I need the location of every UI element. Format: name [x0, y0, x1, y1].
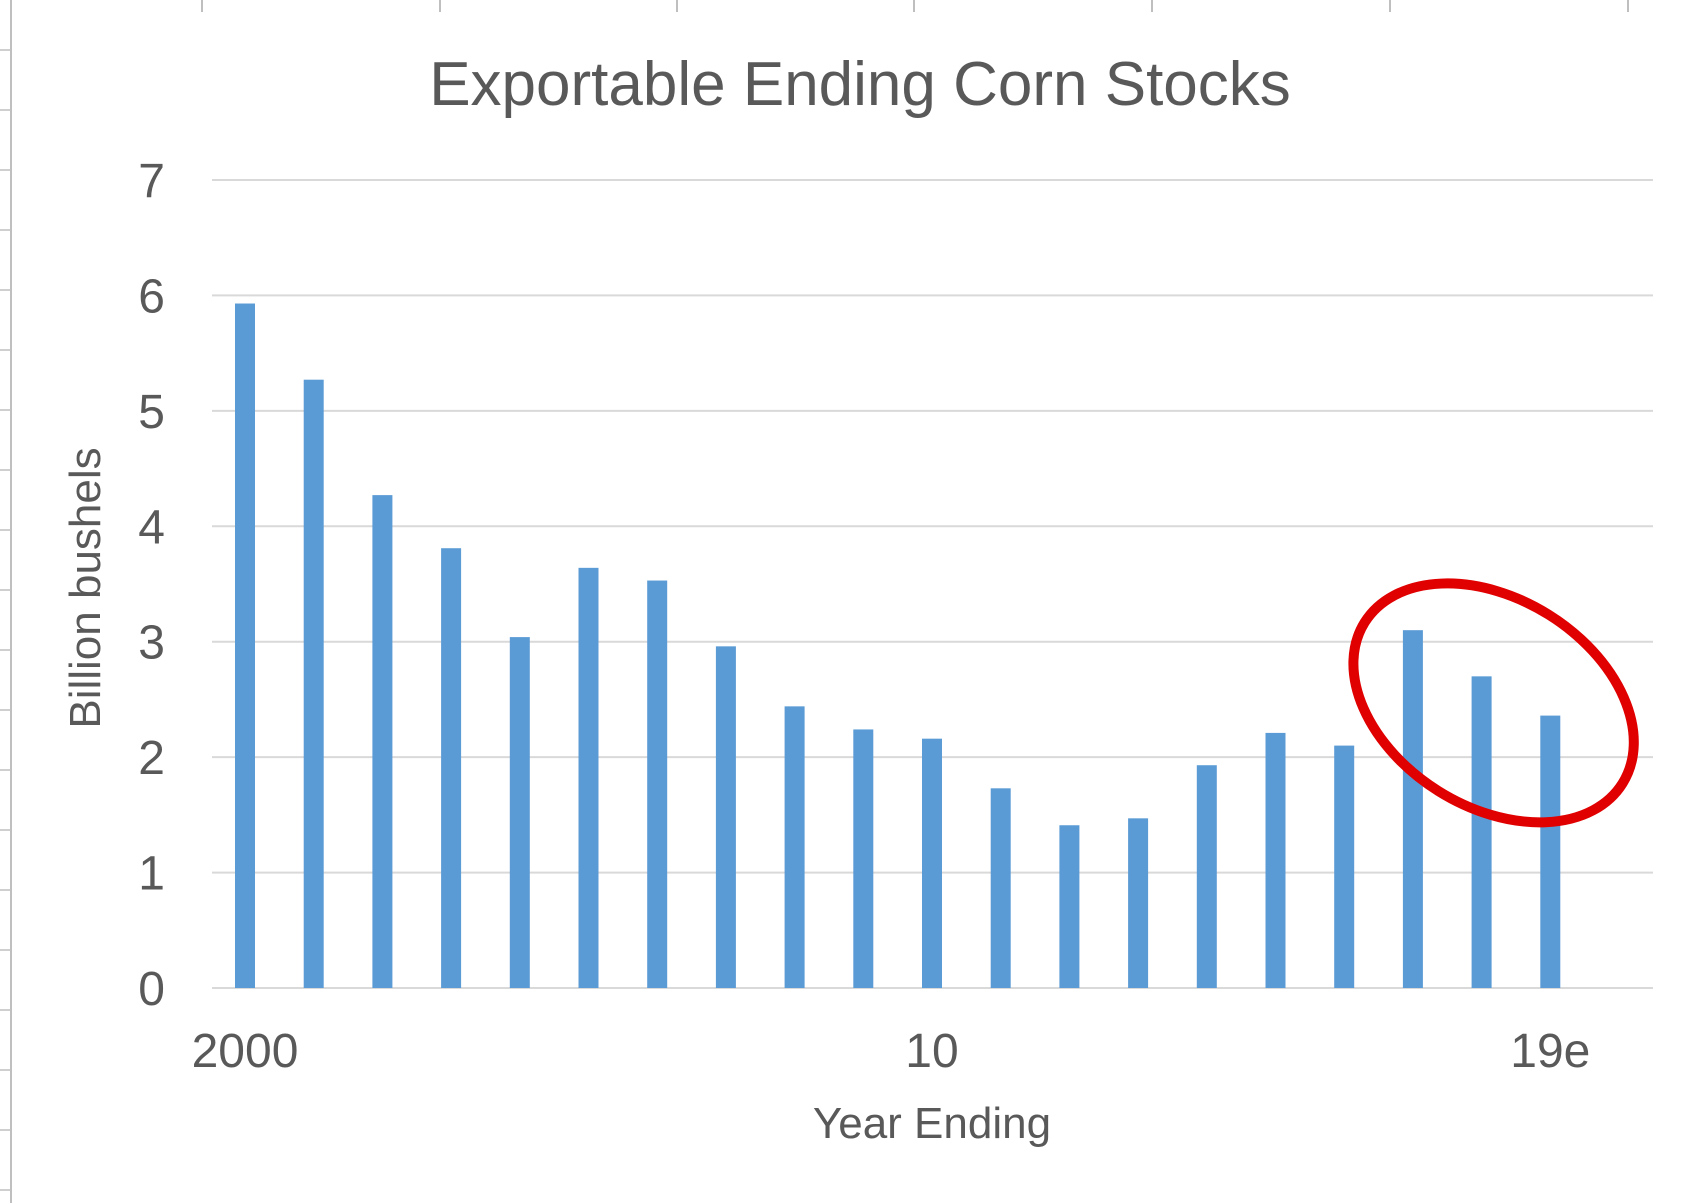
bars [235, 303, 1561, 989]
bar-2017 [1402, 630, 1423, 988]
x-tick-label: 2000 [192, 1025, 299, 1078]
highlight-ellipse-shape [1348, 578, 1639, 828]
chart-title: Exportable Ending Corn Stocks [429, 50, 1291, 119]
bar-2016 [1334, 745, 1355, 988]
y-tick-label: 5 [138, 386, 165, 439]
bar-2008 [784, 706, 805, 988]
bar-19e [1540, 715, 1561, 988]
highlight-ellipse [1348, 578, 1639, 828]
bar-2006 [647, 580, 668, 988]
spreadsheet-frame [0, 0, 1629, 1203]
x-tick-label: 10 [905, 1025, 958, 1078]
bar-2001 [303, 379, 324, 989]
y-tick-label: 7 [138, 155, 165, 208]
y-tick-label: 4 [138, 501, 165, 554]
bar-2013 [1128, 818, 1149, 988]
y-tick-label: 0 [138, 963, 165, 1016]
bar-2009 [853, 729, 874, 988]
bar-2002 [372, 495, 393, 988]
bar-10 [922, 738, 942, 988]
bar-2012 [1059, 825, 1080, 988]
x-tick-label: 19e [1510, 1025, 1590, 1078]
bar-2014 [1196, 765, 1217, 988]
bar-2018 [1471, 676, 1492, 988]
x-tick-labels: 2000 10 19e [192, 1025, 1591, 1078]
y-tick-label: 1 [138, 848, 165, 901]
bar-2011 [990, 788, 1011, 988]
y-tick-label: 6 [138, 270, 165, 323]
bar-2004 [509, 637, 530, 988]
y-tick-label: 2 [138, 732, 165, 785]
y-tick-labels: 0 1 2 3 4 5 6 7 [138, 155, 165, 1016]
bar-2005 [578, 567, 599, 988]
y-axis-label: Billion bushels [61, 447, 110, 728]
bar-2015 [1265, 732, 1286, 988]
x-axis-label: Year Ending [813, 1099, 1051, 1148]
y-tick-label: 3 [138, 617, 165, 670]
bar-2007 [715, 646, 736, 988]
bar-2003 [441, 548, 462, 988]
bar-2000 [235, 303, 255, 989]
